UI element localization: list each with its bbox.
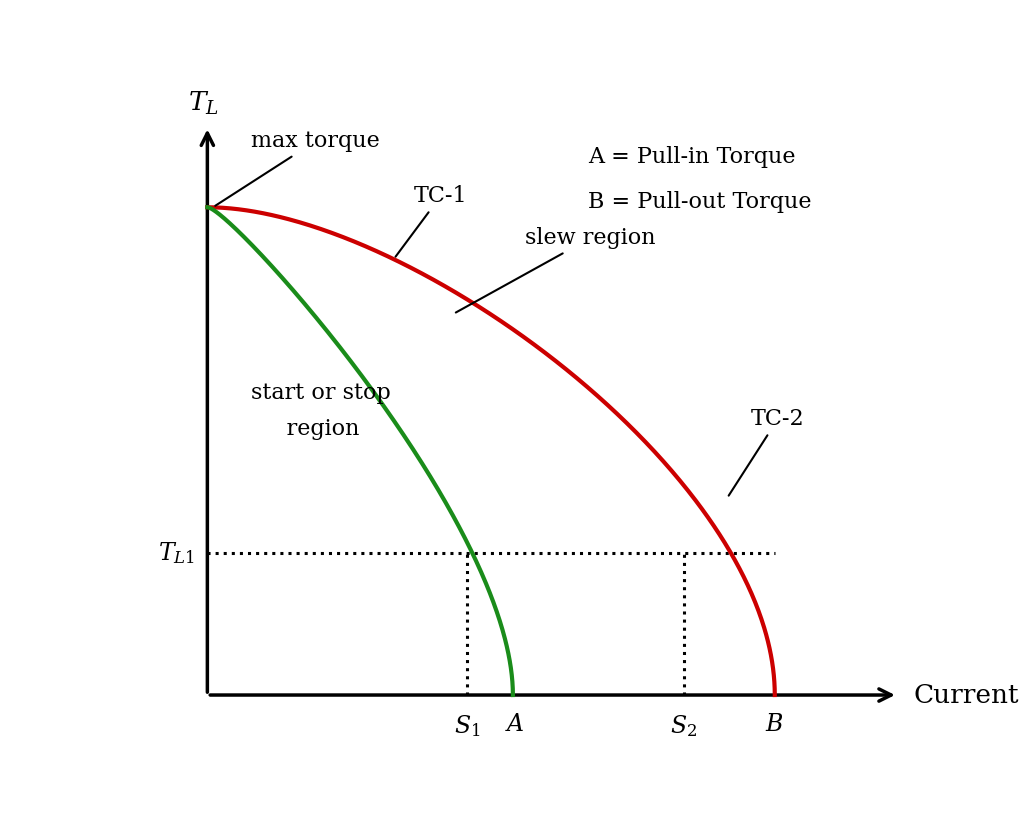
Text: max torque: max torque: [215, 130, 380, 206]
Text: A = Pull-in Torque: A = Pull-in Torque: [588, 146, 796, 168]
Text: $S_2$: $S_2$: [670, 713, 697, 739]
Text: $S_1$: $S_1$: [454, 713, 480, 739]
Text: $T_L$: $T_L$: [188, 90, 219, 117]
Text: TC-1: TC-1: [395, 185, 467, 257]
Text: $B$: $B$: [766, 713, 784, 736]
Text: $T_{L1}$: $T_{L1}$: [159, 540, 196, 565]
Text: B = Pull-out Torque: B = Pull-out Torque: [588, 191, 812, 213]
Text: Current: Current: [913, 683, 1019, 707]
Text: TC-2: TC-2: [729, 408, 805, 496]
Text: slew region: slew region: [456, 227, 655, 312]
Text: $A$: $A$: [505, 713, 524, 736]
Text: start or stop
     region: start or stop region: [251, 382, 391, 440]
